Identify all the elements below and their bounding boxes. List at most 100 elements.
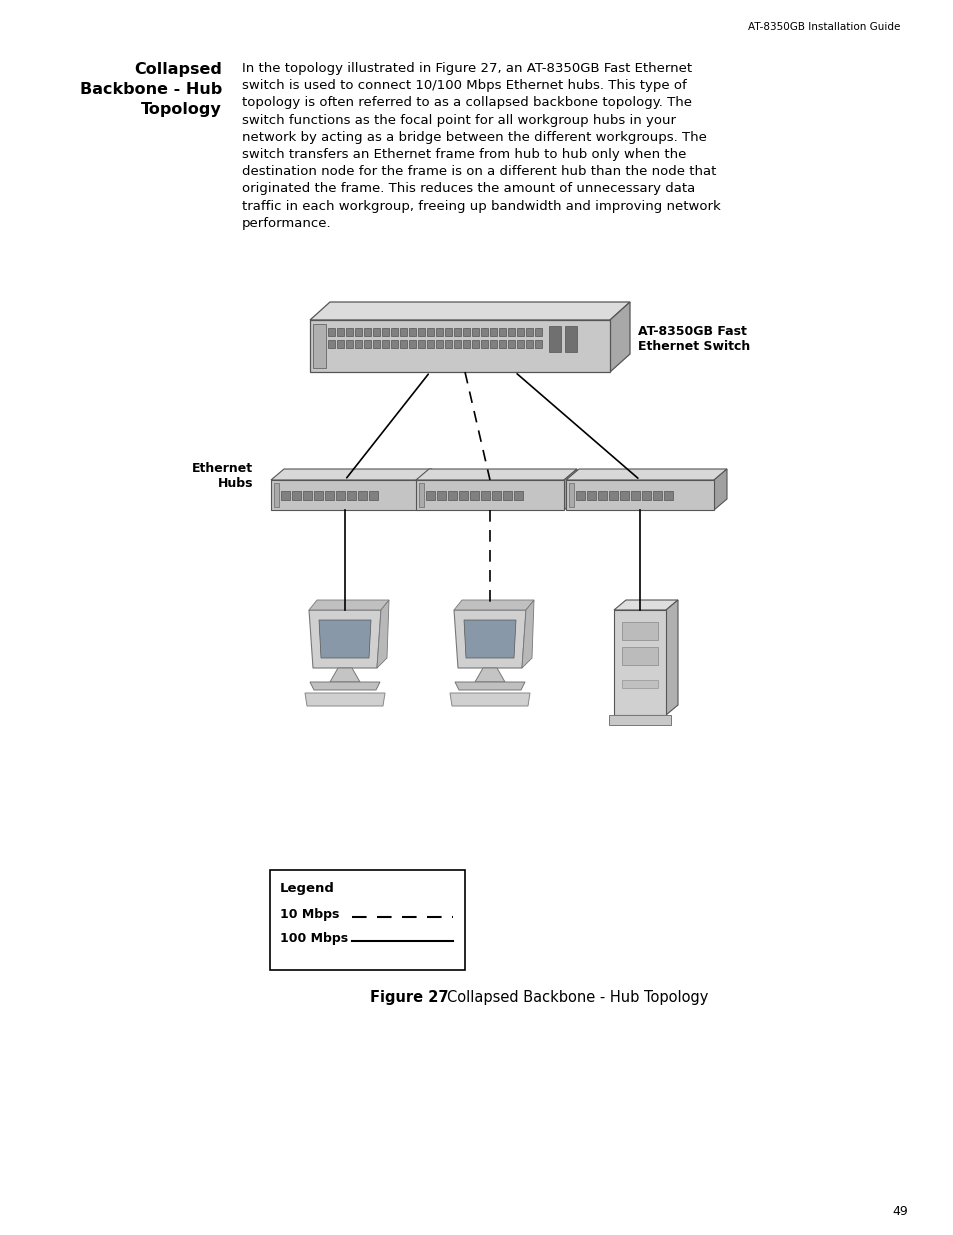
Polygon shape	[621, 680, 658, 688]
Polygon shape	[427, 340, 434, 348]
Polygon shape	[535, 329, 542, 336]
Polygon shape	[454, 600, 534, 610]
Polygon shape	[630, 490, 639, 499]
Polygon shape	[436, 329, 443, 336]
Polygon shape	[355, 340, 362, 348]
Polygon shape	[535, 340, 542, 348]
Polygon shape	[608, 490, 618, 499]
Polygon shape	[444, 340, 452, 348]
Polygon shape	[292, 490, 301, 499]
Text: Figure 27: Figure 27	[370, 990, 448, 1005]
Text: AT-8350GB Fast
Ethernet Switch: AT-8350GB Fast Ethernet Switch	[638, 325, 749, 353]
Polygon shape	[472, 329, 479, 336]
Polygon shape	[490, 329, 497, 336]
Polygon shape	[448, 490, 456, 499]
Polygon shape	[490, 340, 497, 348]
Polygon shape	[498, 340, 506, 348]
Polygon shape	[310, 320, 609, 372]
Polygon shape	[619, 490, 628, 499]
Polygon shape	[281, 490, 290, 499]
Polygon shape	[309, 600, 389, 610]
Polygon shape	[318, 620, 371, 658]
Polygon shape	[409, 340, 416, 348]
Polygon shape	[303, 490, 312, 499]
Polygon shape	[609, 303, 629, 372]
Polygon shape	[492, 490, 500, 499]
Polygon shape	[416, 469, 577, 480]
Polygon shape	[309, 610, 380, 668]
Polygon shape	[416, 480, 563, 510]
Polygon shape	[665, 600, 678, 715]
Polygon shape	[463, 620, 516, 658]
Polygon shape	[369, 490, 377, 499]
Polygon shape	[507, 340, 515, 348]
Polygon shape	[502, 490, 512, 499]
Polygon shape	[608, 715, 670, 725]
Polygon shape	[462, 340, 470, 348]
Text: Ethernet
Hubs: Ethernet Hubs	[192, 462, 253, 490]
Polygon shape	[325, 490, 334, 499]
Polygon shape	[399, 340, 407, 348]
Polygon shape	[565, 469, 726, 480]
Polygon shape	[517, 340, 524, 348]
Polygon shape	[517, 329, 524, 336]
Polygon shape	[347, 490, 355, 499]
Polygon shape	[355, 329, 362, 336]
Polygon shape	[521, 600, 534, 668]
Polygon shape	[381, 340, 389, 348]
Polygon shape	[418, 469, 432, 510]
Polygon shape	[470, 490, 478, 499]
Polygon shape	[462, 329, 470, 336]
Polygon shape	[391, 329, 398, 336]
Polygon shape	[357, 490, 367, 499]
Polygon shape	[271, 480, 418, 510]
Polygon shape	[427, 329, 434, 336]
Polygon shape	[454, 340, 461, 348]
Polygon shape	[548, 326, 560, 352]
Polygon shape	[475, 668, 504, 682]
Polygon shape	[336, 329, 344, 336]
Polygon shape	[391, 340, 398, 348]
Polygon shape	[480, 340, 488, 348]
Text: Legend: Legend	[280, 882, 335, 895]
Polygon shape	[454, 329, 461, 336]
Polygon shape	[270, 869, 464, 969]
Polygon shape	[563, 469, 577, 510]
Polygon shape	[586, 490, 596, 499]
Polygon shape	[514, 490, 522, 499]
Polygon shape	[621, 622, 658, 640]
Text: 49: 49	[891, 1205, 907, 1218]
Polygon shape	[480, 329, 488, 336]
Polygon shape	[417, 329, 425, 336]
Polygon shape	[450, 693, 530, 706]
Polygon shape	[498, 329, 506, 336]
Polygon shape	[614, 600, 678, 610]
Text: 100 Mbps: 100 Mbps	[280, 932, 348, 945]
Polygon shape	[346, 329, 354, 336]
Polygon shape	[458, 490, 468, 499]
Polygon shape	[525, 340, 533, 348]
Polygon shape	[271, 469, 432, 480]
Polygon shape	[480, 490, 490, 499]
Polygon shape	[409, 329, 416, 336]
Polygon shape	[652, 490, 661, 499]
Polygon shape	[444, 329, 452, 336]
Polygon shape	[436, 340, 443, 348]
Polygon shape	[328, 329, 335, 336]
Polygon shape	[310, 682, 379, 690]
Polygon shape	[525, 329, 533, 336]
Polygon shape	[314, 490, 323, 499]
Polygon shape	[373, 340, 380, 348]
Polygon shape	[614, 610, 665, 715]
Text: 10 Mbps: 10 Mbps	[280, 908, 339, 921]
Polygon shape	[346, 340, 354, 348]
Polygon shape	[472, 340, 479, 348]
Polygon shape	[330, 668, 359, 682]
Polygon shape	[454, 610, 525, 668]
Polygon shape	[328, 340, 335, 348]
Polygon shape	[364, 329, 371, 336]
Text: In the topology illustrated in Figure 27, an AT-8350GB Fast Ethernet
switch is u: In the topology illustrated in Figure 27…	[242, 62, 720, 230]
Polygon shape	[418, 483, 423, 508]
Polygon shape	[399, 329, 407, 336]
Polygon shape	[641, 490, 650, 499]
